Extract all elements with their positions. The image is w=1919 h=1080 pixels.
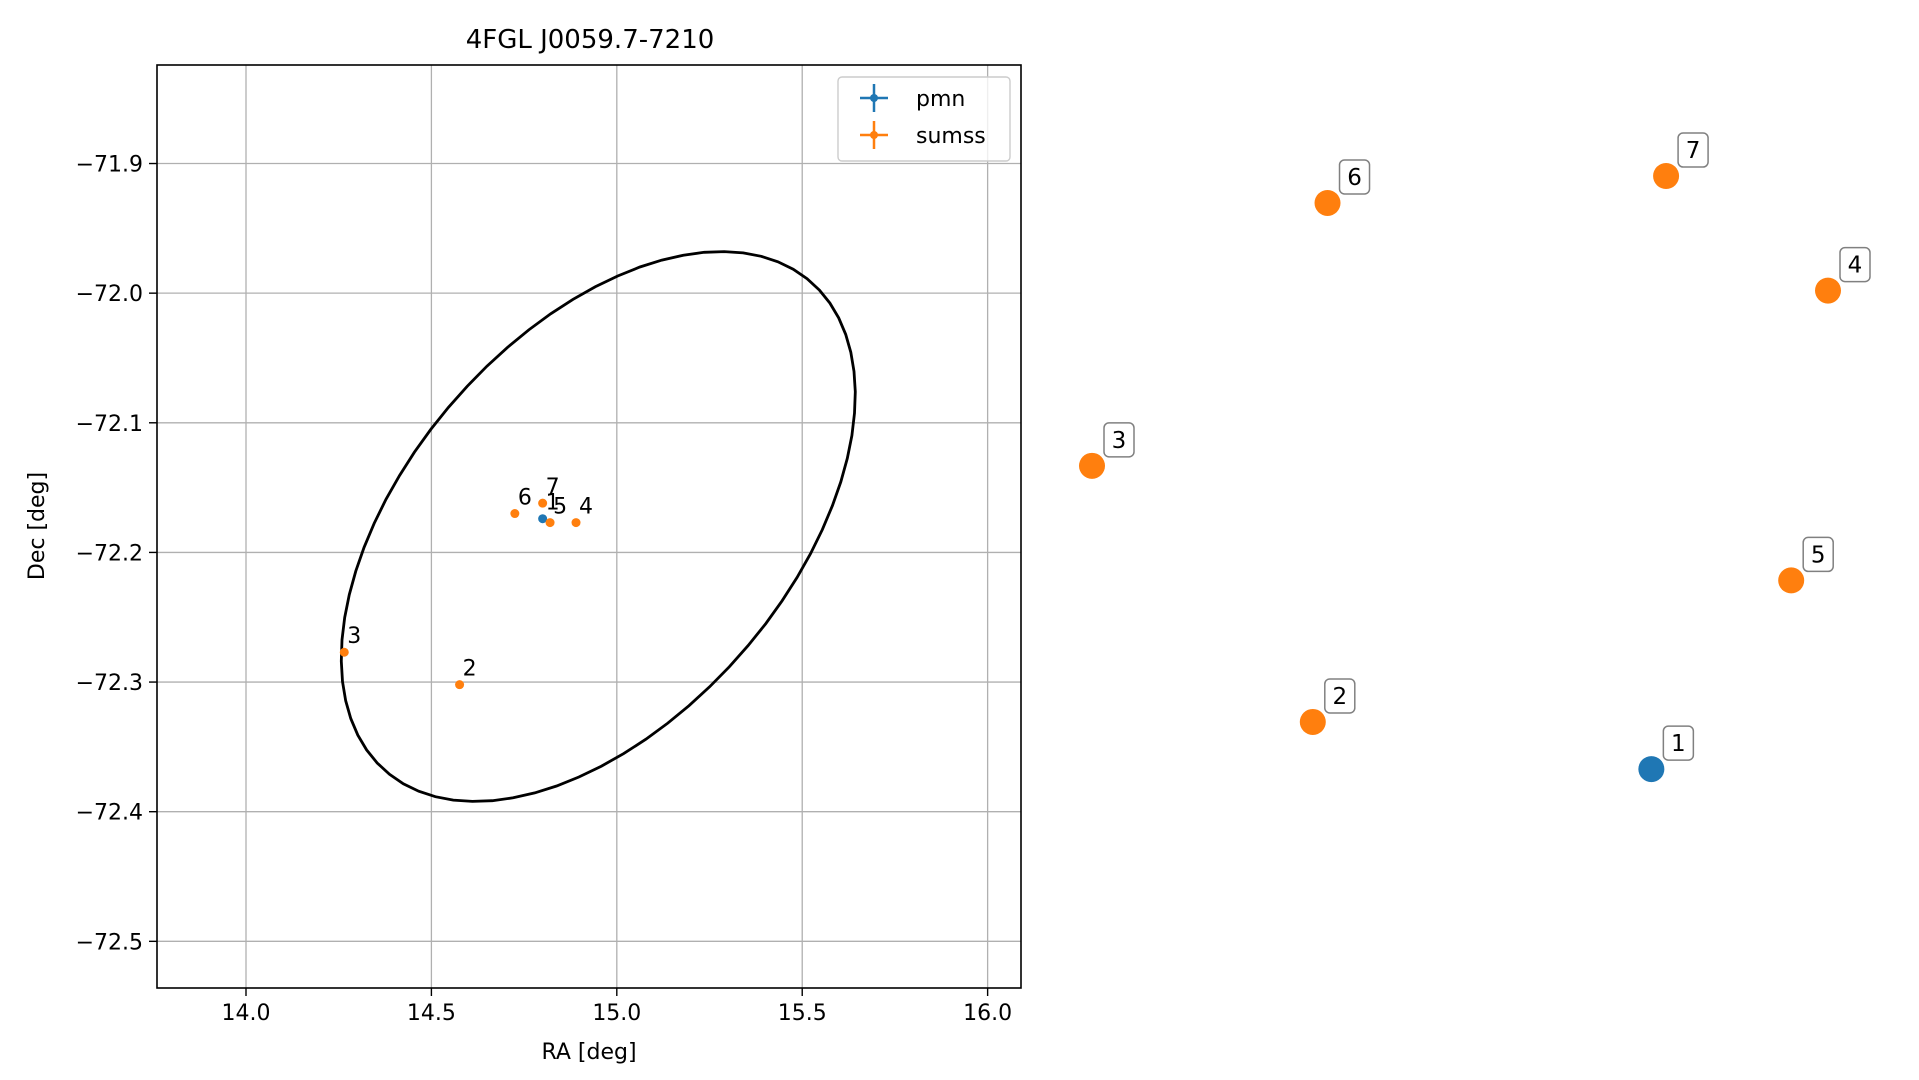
grid <box>157 65 1021 988</box>
source-label-box-1 <box>1662 725 1695 761</box>
axes-frame <box>156 64 1022 989</box>
source-label-7: 7 <box>1686 138 1701 164</box>
point-label-3: 3 <box>347 624 361 649</box>
source-label-box-3 <box>1103 422 1135 458</box>
source-dot-4 <box>1815 277 1841 304</box>
source-label-1: 1 <box>1671 731 1686 757</box>
point-label-5: 5 <box>553 495 567 520</box>
point-label-4: 4 <box>579 495 593 520</box>
source-label-box-6 <box>1338 159 1371 195</box>
source-dot-2 <box>1299 708 1326 735</box>
source-dot-7 <box>1653 163 1680 189</box>
y-tick-label: −72.5 <box>76 930 143 955</box>
y-axis-label: Dec [deg] <box>25 472 50 580</box>
point-sumss-4 <box>571 518 581 528</box>
error-ellipse <box>339 250 857 803</box>
x-tick-label: 14.5 <box>407 1001 456 1026</box>
y-tick-label: −72.4 <box>76 801 143 826</box>
source-label-4: 4 <box>1848 253 1863 279</box>
legend-entry-pmn: pmn <box>860 84 965 112</box>
legend-marker-sumss-dot <box>870 131 878 139</box>
y-tick-label: −72.2 <box>76 541 143 566</box>
legend-marker-pmn-dot <box>870 94 878 102</box>
chart-title: 4FGL J0059.7-7210 <box>466 25 715 55</box>
y-tick-label: −72.3 <box>76 671 143 696</box>
x-axis-ticks: 14.0 14.5 15.0 15.5 16.0 <box>222 988 1012 1026</box>
main-scatter-plot: 4FGL J0059.7-7210 1 2 3 456 7 14.0 14.5 15.0 15… <box>25 25 1022 1065</box>
point-sumss-6 <box>510 509 520 519</box>
legend: pmn sumss <box>837 76 1011 162</box>
y-tick-label: −71.9 <box>76 153 143 178</box>
source-layout-panel: 1 2 3 4 5 6 7 <box>1079 132 1871 783</box>
point-sumss-3 <box>339 647 349 657</box>
source-label-box-5 <box>1802 536 1834 573</box>
point-sumss-2 <box>455 680 465 690</box>
source-label-5: 5 <box>1811 542 1826 568</box>
point-sumss-5 <box>545 518 555 528</box>
source-dot-3 <box>1079 452 1105 479</box>
point-pmn-1 <box>538 514 548 524</box>
y-axis-ticks: −71.9 −72.0 −72.1 −72.2 −72.3 −72.4 −72.5 <box>76 153 157 955</box>
x-tick-label: 15.5 <box>778 1001 827 1026</box>
x-tick-label: 16.0 <box>963 1001 1012 1026</box>
x-tick-label: 14.0 <box>222 1001 271 1026</box>
source-label-box-7 <box>1677 132 1709 168</box>
source-label-box-2 <box>1324 678 1356 714</box>
point-label-1: 1 <box>546 491 560 516</box>
x-tick-label: 15.0 <box>592 1001 641 1026</box>
point-label-2: 2 <box>463 657 477 682</box>
y-tick-label: −72.1 <box>76 412 143 437</box>
ellipse-layer <box>339 250 857 803</box>
point-label-6: 6 <box>518 486 532 511</box>
legend-entry-sumss: sumss <box>860 121 986 149</box>
source-dot-5 <box>1778 567 1805 594</box>
legend-label-pmn: pmn <box>916 87 965 112</box>
source-label-box-4 <box>1839 246 1871 283</box>
points-layer: 1 2 3 456 7 <box>339 475 593 690</box>
source-dot-1 <box>1638 756 1665 783</box>
source-dot-6 <box>1314 189 1341 216</box>
source-label-2: 2 <box>1332 684 1347 710</box>
point-label-7: 7 <box>546 475 560 500</box>
source-label-6: 6 <box>1347 165 1362 191</box>
point-sumss-7 <box>538 498 548 508</box>
source-label-3: 3 <box>1112 428 1127 454</box>
y-tick-label: −72.0 <box>76 282 143 307</box>
legend-label-sumss: sumss <box>916 124 986 149</box>
x-axis-label: RA [deg] <box>541 1040 636 1065</box>
